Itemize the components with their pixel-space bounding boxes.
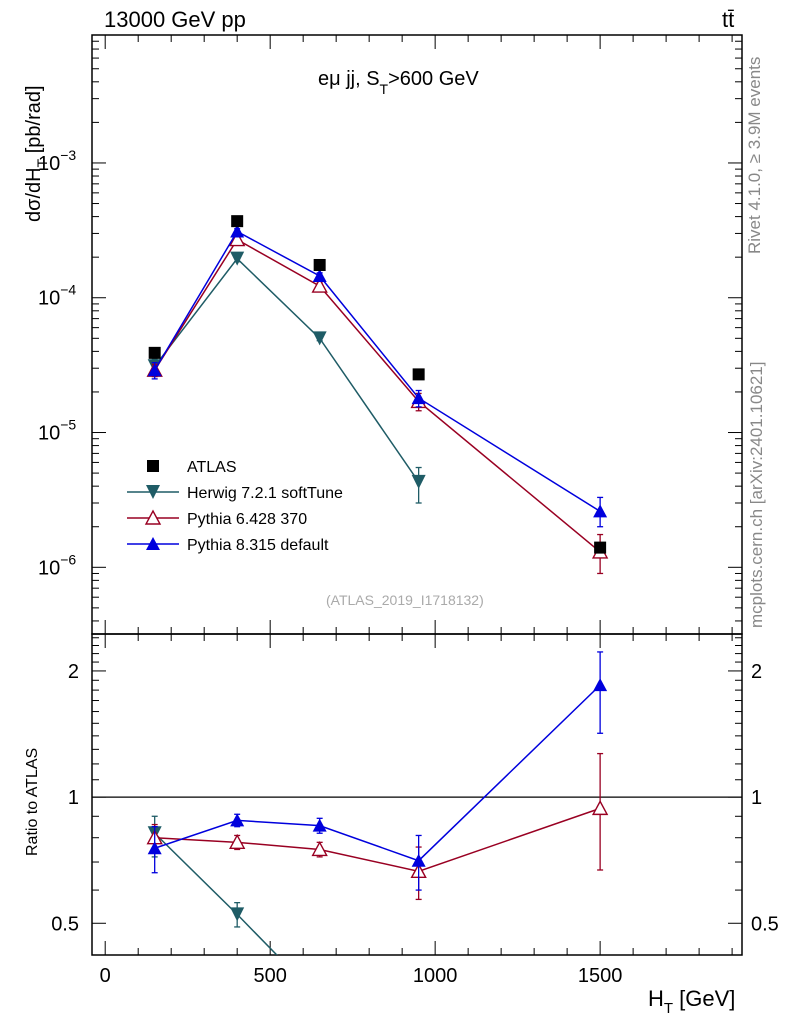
legend-label: Pythia 6.428 370 <box>187 511 307 528</box>
ratio-herwig-point <box>230 907 245 922</box>
x-tick-label: 500 <box>253 965 286 987</box>
legend-item-pythia6: Pythia 6.428 370 <box>127 509 307 528</box>
ratio-pythia8-point <box>312 818 327 832</box>
ratio-pythia6-line <box>154 807 601 873</box>
series-atlas <box>148 215 607 554</box>
x-tick-label: 0 <box>100 965 111 987</box>
legend-item-herwig: Herwig 7.2.1 softTune <box>127 485 343 502</box>
herwig-point <box>312 331 327 346</box>
pythia8-point <box>147 363 162 377</box>
legend-marker <box>146 485 160 499</box>
pythia6-line <box>154 238 601 553</box>
ratio-y-tick-label-right: 0.5 <box>751 913 779 935</box>
y-tick-label: 10−5 <box>38 417 76 445</box>
ratio-series-pythia6 <box>146 752 609 901</box>
ratio-pythia8-point <box>230 813 245 827</box>
legend-marker <box>146 537 160 550</box>
ratio-y-tick-label-right: 2 <box>751 661 762 683</box>
ratio-series-group <box>146 651 609 1006</box>
x-tick-label: 1500 <box>578 965 623 987</box>
ratio-pythia8-point <box>411 853 426 867</box>
herwig-line <box>154 257 420 483</box>
atlas-point <box>412 368 425 381</box>
pythia8-point <box>230 224 245 238</box>
energy-label: 13000 GeV pp <box>104 7 246 32</box>
herwig-point <box>411 474 426 489</box>
pythia8-point <box>593 504 608 518</box>
ratio-y-tick-label: 0.5 <box>51 913 79 935</box>
ratio-pythia6-point <box>229 833 246 850</box>
atlas-point <box>594 541 607 554</box>
ratio-pythia8-line <box>154 684 601 862</box>
plot-title: eμ jj, ST>600 GeV <box>318 68 479 97</box>
pythia8-point <box>411 391 426 405</box>
source-info: mcplots.cern.ch [arXiv:2401.10621] <box>747 362 766 628</box>
ratio-pythia6-point <box>311 840 328 857</box>
main-ylabel: dσ/dHT [pb/rad] <box>23 85 50 222</box>
legend-label: Pythia 8.315 default <box>187 537 329 554</box>
atlas-point <box>313 258 326 271</box>
ratio-y-tick-label: 2 <box>68 661 79 683</box>
ratio-ylabel: Ratio to ATLAS <box>24 748 41 856</box>
ratio-frame <box>91 633 743 956</box>
atlas-point <box>148 346 161 359</box>
legend-marker <box>144 509 162 525</box>
ratio-pythia8-point <box>593 678 608 692</box>
ratio-pythia8-point <box>147 841 162 855</box>
legend-label: Herwig 7.2.1 softTune <box>187 485 343 502</box>
y-tick-label: 10−6 <box>38 551 76 579</box>
ratio-panel: 0 500 1000 1500 0.5 0.5 1 1 2 2 <box>51 633 779 1006</box>
ratio-herwig-point <box>313 992 327 1006</box>
generator-info: Rivet 4.1.0, ≥ 3.9M events <box>745 57 764 254</box>
legend-item-pythia8: Pythia 8.315 default <box>127 537 329 554</box>
legend: ATLAS Herwig 7.2.1 softTune Pythia 6.428 3… <box>127 459 343 554</box>
ratio-pythia6-point <box>591 799 609 816</box>
legend-item-atlas: ATLAS <box>147 459 237 476</box>
legend-label: ATLAS <box>187 459 237 476</box>
pythia8-point <box>312 268 327 282</box>
ratio-series-pythia8 <box>147 651 608 891</box>
series-pythia8 <box>147 224 608 528</box>
atlas-point <box>231 215 244 228</box>
pythia6-point <box>229 231 246 247</box>
process-label: tt̄ <box>722 7 734 32</box>
pythia6-point <box>311 277 328 293</box>
main-panel: 10−6 10−5 10−4 10−3 <box>38 34 743 635</box>
y-tick-label: 10−4 <box>38 282 76 310</box>
legend-marker <box>147 460 159 472</box>
x-tick-label: 1000 <box>413 965 458 987</box>
ratio-y-tick-label-right: 1 <box>751 787 762 809</box>
ratio-y-tick-label: 1 <box>68 787 79 809</box>
analysis-id: (ATLAS_2019_I1718132) <box>326 592 484 608</box>
herwig-point <box>230 251 245 266</box>
y-tick-label: 10−3 <box>38 147 76 175</box>
x-axis-label: HT [GeV] <box>648 986 735 1017</box>
